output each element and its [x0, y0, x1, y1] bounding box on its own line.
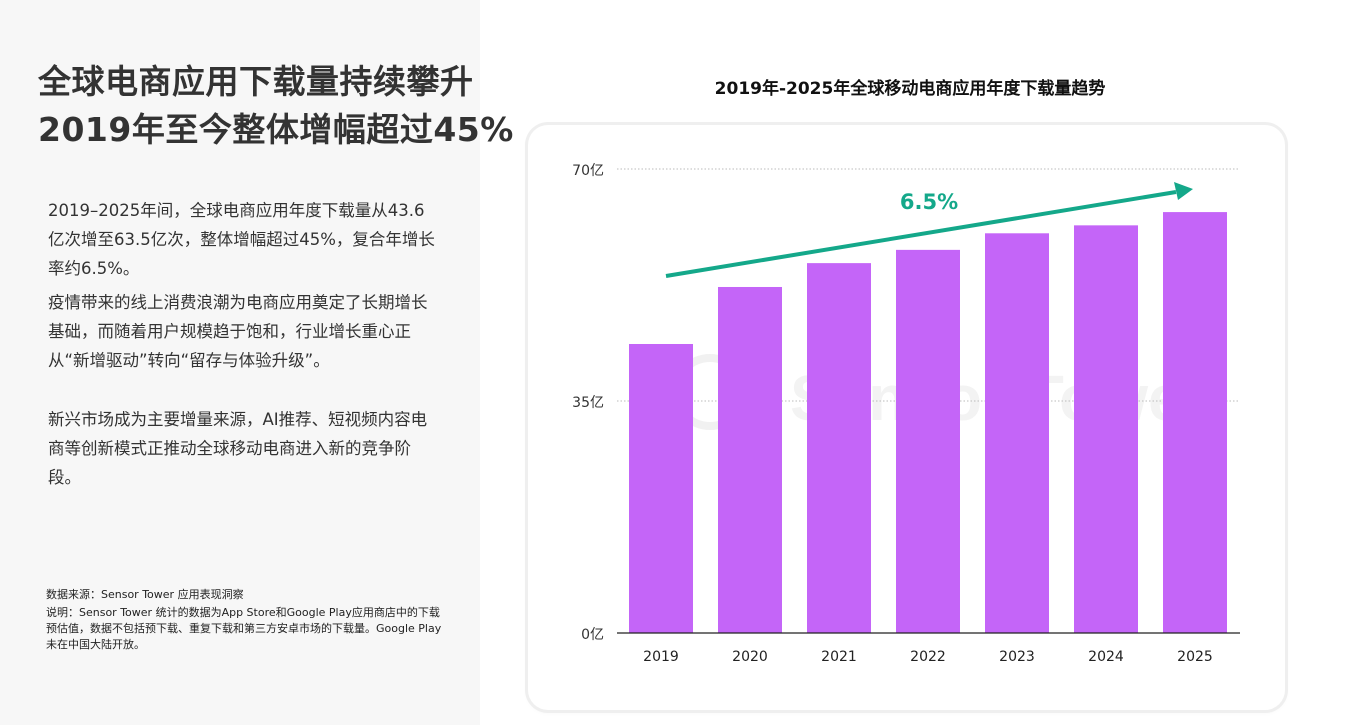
bar-2025 — [1163, 212, 1227, 634]
footnote: 说明：Sensor Tower 统计的数据为App Store和Google P… — [46, 606, 442, 651]
x-tick-label: 2024 — [1088, 649, 1124, 665]
paragraph-1: 2019–2025年间，全球电商应用年度下载量从43.6亿次增至63.5亿次，整… — [48, 201, 435, 278]
cagr-label: 6.5% — [900, 190, 958, 214]
x-tick-label: 2025 — [1177, 649, 1213, 665]
y-tick-label: 35亿 — [572, 395, 604, 411]
x-tick-label: 2022 — [910, 649, 946, 665]
bar-2020 — [718, 286, 782, 633]
x-tick-label: 2019 — [643, 649, 679, 665]
y-tick-label: 0亿 — [581, 627, 604, 643]
bar-2024 — [1074, 225, 1138, 634]
headline-line-2: 2019年至今整体增幅超过45% — [38, 110, 514, 149]
trend-arrow — [665, 190, 1177, 278]
chart-title: 2019年-2025年全球移动电商应用年度下载量趋势 — [714, 79, 1106, 99]
x-tick-label: 2023 — [999, 649, 1035, 665]
data-source: 数据来源：Sensor Tower 应用表现洞察 — [46, 588, 244, 601]
text-panel — [0, 0, 480, 725]
bar-2019 — [629, 343, 693, 633]
x-tick-label: 2020 — [732, 649, 768, 665]
bar-2021 — [807, 263, 871, 633]
arrowhead-icon — [1174, 182, 1193, 200]
paragraph-3: 新兴市场成为主要增量来源，AI推荐、短视频内容电商等创新模式正推动全球移动电商进… — [48, 410, 428, 487]
headline-line-1: 全球电商应用下载量持续攀升 — [38, 62, 474, 101]
headline: 全球电商应用下载量持续攀升 2019年至今整体增幅超过45% — [38, 58, 514, 154]
bar-2023 — [985, 233, 1049, 633]
y-tick-label: 70亿 — [572, 163, 604, 179]
x-tick-label: 2021 — [821, 649, 857, 665]
bar-2022 — [896, 249, 960, 633]
paragraph-2: 疫情带来的线上消费浪潮为电商应用奠定了长期增长基础，而随着用户规模趋于饱和，行业… — [48, 293, 428, 370]
